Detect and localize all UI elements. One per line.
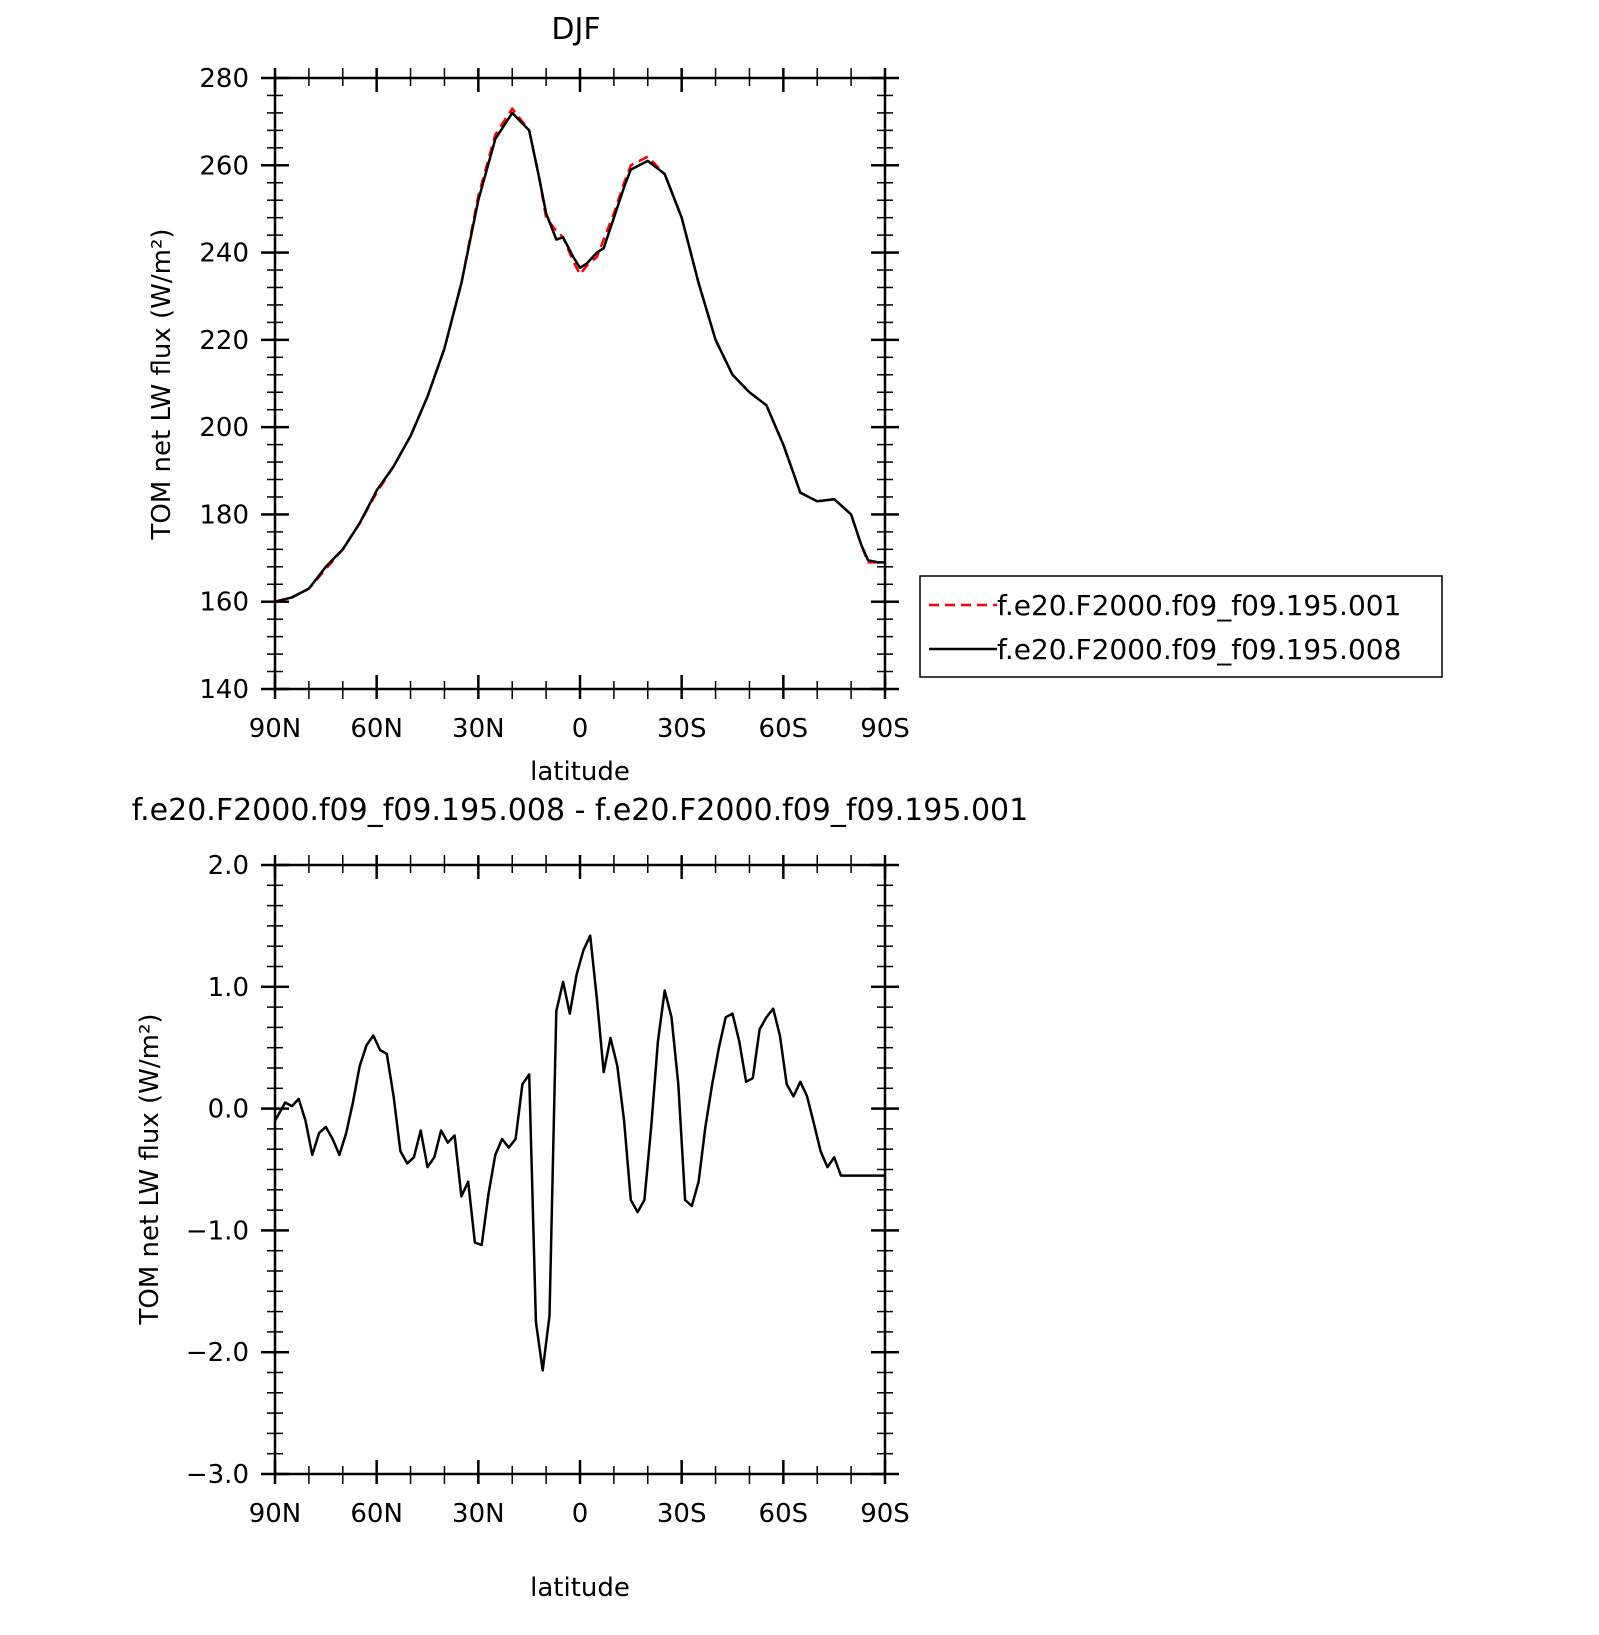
- bottom-y-tick-label: 2.0: [208, 851, 249, 881]
- bottom-x-axis-label: latitude: [530, 1573, 630, 1603]
- bottom-x-tick-label: 90S: [860, 1499, 910, 1529]
- bottom-y-tick-label: 1.0: [208, 973, 249, 1003]
- top-series-line-2: [274, 111, 885, 603]
- top-y-tick-label: 160: [199, 588, 249, 618]
- top-x-tick-label: 60N: [350, 714, 403, 744]
- top-chart-title: DJF: [551, 12, 600, 47]
- top-y-tick-label: 280: [199, 64, 249, 94]
- bottom-x-tick-label: 0: [572, 1499, 589, 1529]
- top-panel: DJF 90N 60N 30N 0 30S 60S 90S 140 160 180 200 220 24…: [147, 12, 1443, 787]
- top-x-tick-label: 0: [572, 714, 589, 744]
- legend-label-001: f.e20.F2000.f09_f09.195.001: [997, 589, 1401, 622]
- legend-label-008: f.e20.F2000.f09_f09.195.008: [997, 633, 1401, 666]
- bottom-series-line-1: [273, 934, 885, 1372]
- bottom-chart-title: f.e20.F2000.f09_f09.195.008 - f.e20.F200…: [132, 793, 1028, 828]
- bottom-y-tick-label: −1.0: [186, 1216, 249, 1246]
- top-series-group: [274, 107, 885, 603]
- top-y-tick-label: 260: [199, 151, 249, 181]
- top-x-tick-label: 90N: [249, 714, 302, 744]
- bottom-y-tick-label: 0.0: [208, 1095, 249, 1125]
- bottom-plot-frame: [273, 863, 887, 1476]
- top-y-tick-label: 200: [199, 413, 249, 443]
- top-y-tick-label: 240: [199, 239, 249, 269]
- bottom-axes: 90N 60N 30N 0 30S 60S 90S −3.0 −2.0 −1.0 0.0 1.0 2.0: [186, 851, 910, 1529]
- top-y-tick-label: 220: [199, 326, 249, 356]
- legend-box: [919, 575, 1443, 678]
- top-series-line-1: [274, 107, 885, 603]
- bottom-x-tick-label: 30N: [452, 1499, 505, 1529]
- top-x-tick-label: 30N: [452, 714, 505, 744]
- bottom-x-tick-label: 90N: [249, 1499, 302, 1529]
- top-x-tick-label: 90S: [860, 714, 910, 744]
- top-y-tick-label: 180: [199, 500, 249, 530]
- top-x-axis-label: latitude: [530, 757, 630, 787]
- top-y-tick-label: 140: [199, 675, 249, 705]
- legend: f.e20.F2000.f09_f09.195.001 f.e20.F2000.…: [919, 575, 1443, 678]
- bottom-y-tick-label: −3.0: [186, 1460, 249, 1490]
- top-x-tick-label: 30S: [657, 714, 707, 744]
- bottom-y-tick-label: −2.0: [186, 1338, 249, 1368]
- top-plot-frame: [273, 76, 887, 691]
- bottom-x-tick-label: 60S: [759, 1499, 809, 1529]
- top-axes: 90N 60N 30N 0 30S 60S 90S 140 160 180 200 220 240 260…: [199, 64, 909, 744]
- bottom-series-group: [273, 934, 885, 1372]
- top-y-axis-label: TOM net LW flux (W/m²): [147, 228, 177, 540]
- bottom-y-axis-label: TOM net LW flux (W/m²): [135, 1013, 165, 1325]
- bottom-panel: f.e20.F2000.f09_f09.195.008 - f.e20.F200…: [132, 793, 1028, 1603]
- bottom-x-tick-label: 60N: [350, 1499, 403, 1529]
- bottom-x-tick-label: 30S: [657, 1499, 707, 1529]
- top-x-tick-label: 60S: [759, 714, 809, 744]
